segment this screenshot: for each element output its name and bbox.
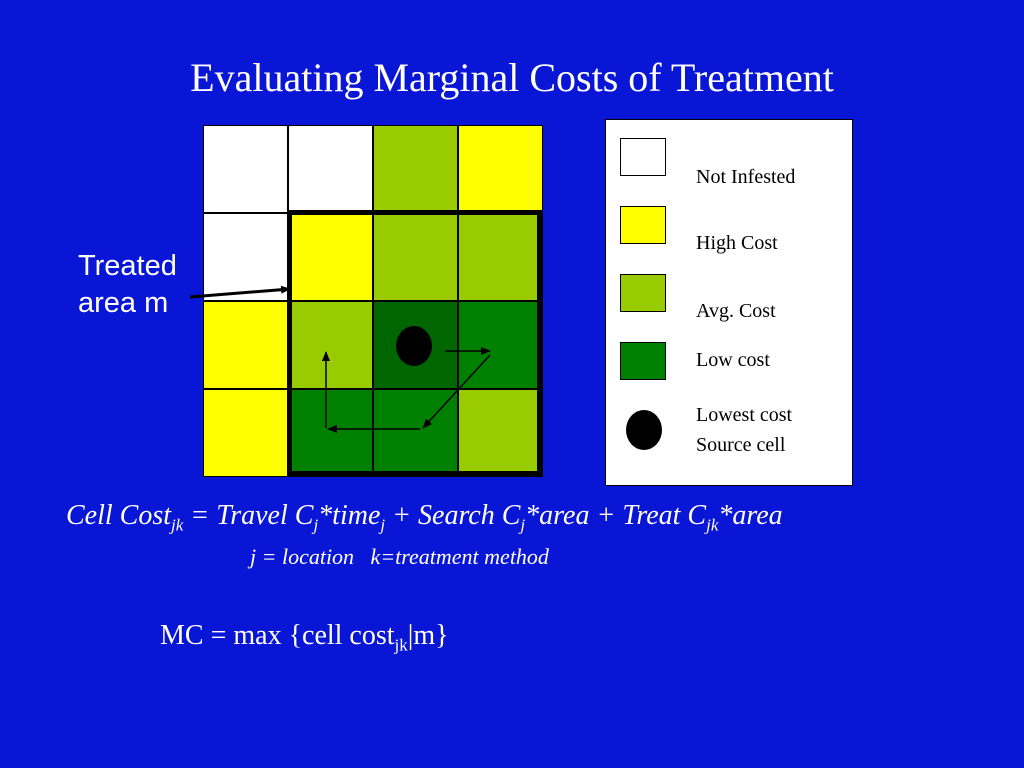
legend-swatch xyxy=(620,274,666,312)
legend-swatch xyxy=(620,138,666,176)
legend-label: High Cost xyxy=(696,232,778,254)
grid-cell xyxy=(458,301,543,389)
grid-cell xyxy=(203,125,288,213)
grid-cell xyxy=(288,389,373,477)
legend-label-source-line1: Lowest cost xyxy=(696,404,793,426)
cell-cost-formula: Cell Costjk = Travel Cj*timej + Search C… xyxy=(66,497,783,545)
grid-cell xyxy=(458,125,543,213)
formula-note: j = location k=treatment method xyxy=(250,544,549,569)
grid-cell xyxy=(373,213,458,301)
grid-cell xyxy=(373,389,458,477)
formula-part: *time xyxy=(318,500,381,531)
grid-cell xyxy=(288,301,373,389)
formula-subscript: j xyxy=(520,515,526,535)
grid-cell xyxy=(203,213,288,301)
legend-label: Avg. Cost xyxy=(696,300,776,322)
formula-part: *area + Treat C xyxy=(525,500,707,531)
grid-cell xyxy=(288,213,373,301)
legend-label: Not Infested xyxy=(696,166,796,188)
source-cell-dot-icon xyxy=(626,410,662,450)
formula-part: Cell Cost xyxy=(66,500,172,531)
formula-part: = Travel C xyxy=(183,500,314,531)
mc-part: MC = max {cell cost xyxy=(160,620,395,651)
slide-title: Evaluating Marginal Costs of Treatment xyxy=(190,55,834,100)
cost-grid xyxy=(203,125,543,477)
legend-panel: Not Infested High Cost Avg. Cost Low cos… xyxy=(605,119,853,486)
formula-part: *area xyxy=(718,500,783,531)
grid-cell xyxy=(288,125,373,213)
treated-area-label: Treated area m xyxy=(78,248,177,322)
mc-part: |m} xyxy=(407,620,449,651)
grid-cell xyxy=(458,213,543,301)
marginal-cost-formula: MC = max {cell costjk|m} xyxy=(160,617,449,665)
treated-label-line1: Treated xyxy=(78,250,177,282)
legend-swatch xyxy=(620,342,666,380)
treated-label-line2: area m xyxy=(78,287,169,319)
legend-label-source-line2: Source cell xyxy=(696,434,786,456)
grid-cell xyxy=(373,125,458,213)
formula-part: + Search C xyxy=(385,500,521,531)
formula-subscript: jk xyxy=(171,515,184,535)
grid-cell xyxy=(458,389,543,477)
legend-swatch xyxy=(620,206,666,244)
grid-cell xyxy=(373,301,458,389)
formula-subscript: j xyxy=(380,515,386,535)
legend-label: Low cost xyxy=(696,349,770,371)
grid-cell xyxy=(203,301,288,389)
mc-subscript: jk xyxy=(394,635,408,655)
formula-subscript: j xyxy=(313,515,319,535)
grid-cell xyxy=(203,389,288,477)
formula-subscript: jk xyxy=(706,515,719,535)
